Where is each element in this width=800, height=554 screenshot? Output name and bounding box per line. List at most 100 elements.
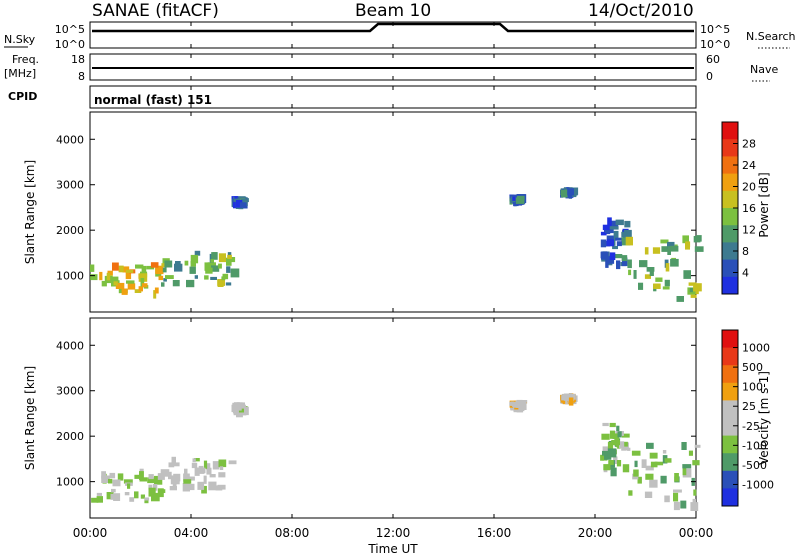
heatmap-cell bbox=[621, 255, 628, 262]
heatmap-cell bbox=[628, 490, 633, 496]
nave-tick-high: 60 bbox=[706, 53, 720, 66]
heatmap-cell bbox=[650, 461, 658, 468]
heatmap-cell bbox=[134, 289, 142, 293]
heatmap-cell bbox=[189, 483, 195, 491]
y-tick-label: 2000 bbox=[56, 430, 84, 443]
heatmap-cell bbox=[106, 272, 111, 281]
heatmap-cell bbox=[638, 282, 644, 290]
x-tick-label: 00:00 bbox=[679, 526, 714, 540]
heatmap-cell bbox=[150, 262, 159, 268]
heatmap-cell bbox=[147, 477, 155, 484]
heatmap-cell bbox=[616, 425, 620, 433]
heatmap-cell bbox=[621, 433, 630, 438]
heatmap-cell bbox=[163, 278, 167, 282]
heatmap-cell bbox=[621, 447, 627, 451]
heatmap-cell bbox=[148, 484, 153, 490]
heatmap-cell bbox=[612, 246, 618, 250]
heatmap-cell bbox=[123, 479, 133, 484]
heatmap-cell bbox=[154, 287, 159, 294]
heatmap-cell bbox=[235, 200, 243, 208]
heatmap-cell bbox=[117, 473, 124, 481]
y-tick-label: 3000 bbox=[56, 179, 84, 192]
heatmap-cell bbox=[602, 434, 606, 438]
heatmap-cell bbox=[240, 199, 246, 204]
colorbar-swatch bbox=[722, 488, 738, 507]
heatmap-cell bbox=[645, 473, 654, 480]
heatmap-cell bbox=[209, 474, 216, 478]
date-title: 14/Oct/2010 bbox=[588, 1, 694, 21]
heatmap-cell bbox=[639, 260, 648, 268]
heatmap-cell bbox=[204, 262, 209, 271]
colorbar-tick-label: 24 bbox=[742, 159, 756, 172]
heatmap-cell bbox=[660, 475, 667, 484]
heatmap-cell bbox=[682, 468, 692, 478]
nsky-tick-low: 10^0 bbox=[55, 38, 85, 51]
heatmap-cell bbox=[186, 279, 195, 288]
heatmap-cell bbox=[693, 289, 699, 295]
heatmap-cell bbox=[211, 265, 220, 272]
heatmap-cell bbox=[653, 283, 661, 289]
heatmap-cell bbox=[614, 254, 623, 259]
velocity-colorbar-label: Velocity [m s-1] bbox=[757, 371, 771, 465]
heatmap-cell bbox=[628, 269, 632, 276]
colorbar-swatch bbox=[722, 173, 738, 192]
heatmap-cell bbox=[90, 264, 95, 272]
velocity-frame bbox=[89, 317, 697, 519]
heatmap-cell bbox=[173, 473, 181, 482]
heatmap-cell bbox=[190, 254, 199, 264]
heatmap-cell bbox=[644, 274, 651, 279]
heatmap-cell bbox=[118, 265, 124, 273]
colorbar-tick-label: 8 bbox=[742, 245, 749, 258]
heatmap-cell bbox=[649, 271, 654, 276]
colorbar-swatch bbox=[722, 122, 738, 140]
heatmap-cell bbox=[126, 280, 135, 284]
heatmap-cell bbox=[646, 267, 655, 272]
cpid-panel: CPID normal (fast) 151 bbox=[8, 85, 697, 109]
heatmap-cell bbox=[682, 466, 687, 476]
heatmap-cell bbox=[513, 198, 519, 207]
colorbar-swatch bbox=[722, 365, 738, 384]
heatmap-cell bbox=[101, 475, 110, 483]
heatmap-cell bbox=[667, 246, 671, 255]
heatmap-cell bbox=[168, 471, 172, 480]
heatmap-cell bbox=[682, 235, 689, 244]
heatmap-cell bbox=[689, 287, 693, 293]
power-colorbar-label: Power [dB] bbox=[757, 172, 771, 237]
heatmap-cell bbox=[121, 288, 128, 295]
heatmap-cell bbox=[604, 454, 612, 460]
heatmap-cell bbox=[560, 189, 568, 198]
heatmap-cell bbox=[641, 459, 647, 468]
freq-unit: [MHz] bbox=[4, 67, 36, 80]
heatmap-cell bbox=[631, 450, 641, 456]
heatmap-cell bbox=[122, 266, 130, 273]
heatmap-cell bbox=[685, 242, 690, 250]
heatmap-cell bbox=[515, 197, 525, 204]
y-tick-label: 3000 bbox=[56, 385, 84, 398]
heatmap-cell bbox=[157, 488, 164, 498]
heatmap-cell bbox=[171, 456, 176, 463]
heatmap-cell bbox=[605, 259, 609, 268]
heatmap-cell bbox=[135, 264, 144, 269]
heatmap-cell bbox=[138, 273, 148, 282]
heatmap-cell bbox=[649, 479, 658, 488]
colorbar-tick-label: 4 bbox=[742, 267, 749, 280]
colorbar-swatch bbox=[722, 400, 738, 419]
heatmap-cell bbox=[621, 257, 628, 267]
heatmap-cell bbox=[236, 408, 243, 418]
heatmap-cell bbox=[694, 444, 701, 448]
colorbar-swatch bbox=[722, 139, 738, 157]
colorbar-swatch bbox=[722, 418, 738, 437]
heatmap-cell bbox=[617, 442, 621, 449]
heatmap-cell bbox=[222, 273, 229, 280]
heatmap-cell bbox=[649, 452, 658, 459]
heatmap-cell bbox=[661, 246, 670, 252]
heatmap-cell bbox=[161, 263, 166, 267]
heatmap-cell bbox=[194, 467, 200, 476]
colorbar-swatch bbox=[722, 330, 738, 349]
heatmap-cell bbox=[616, 260, 621, 270]
heatmap-cell bbox=[512, 196, 516, 201]
heatmap-cell bbox=[238, 404, 246, 409]
heatmap-cell bbox=[189, 266, 196, 274]
heatmap-cell bbox=[111, 276, 119, 282]
colorbar-tick-label: 12 bbox=[742, 224, 756, 237]
